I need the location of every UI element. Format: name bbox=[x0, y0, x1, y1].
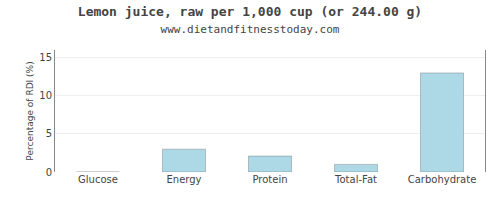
svg-text:5: 5 bbox=[46, 128, 52, 139]
svg-text:Energy: Energy bbox=[166, 174, 201, 185]
svg-text:Carbohydrate: Carbohydrate bbox=[408, 174, 477, 185]
svg-text:Total-Fat: Total-Fat bbox=[334, 174, 377, 185]
svg-text:10: 10 bbox=[39, 90, 52, 101]
svg-text:Lemon juice, raw per 1,000 cup: Lemon juice, raw per 1,000 cup (or 244.0… bbox=[78, 4, 422, 36]
svg-text:Protein: Protein bbox=[252, 174, 287, 185]
svg-text:0: 0 bbox=[46, 167, 52, 178]
svg-text:Glucose: Glucose bbox=[78, 174, 118, 185]
svg-text:Percentage of RDI (%): Percentage of RDI (%) bbox=[25, 61, 35, 160]
svg-text:15: 15 bbox=[39, 52, 52, 63]
